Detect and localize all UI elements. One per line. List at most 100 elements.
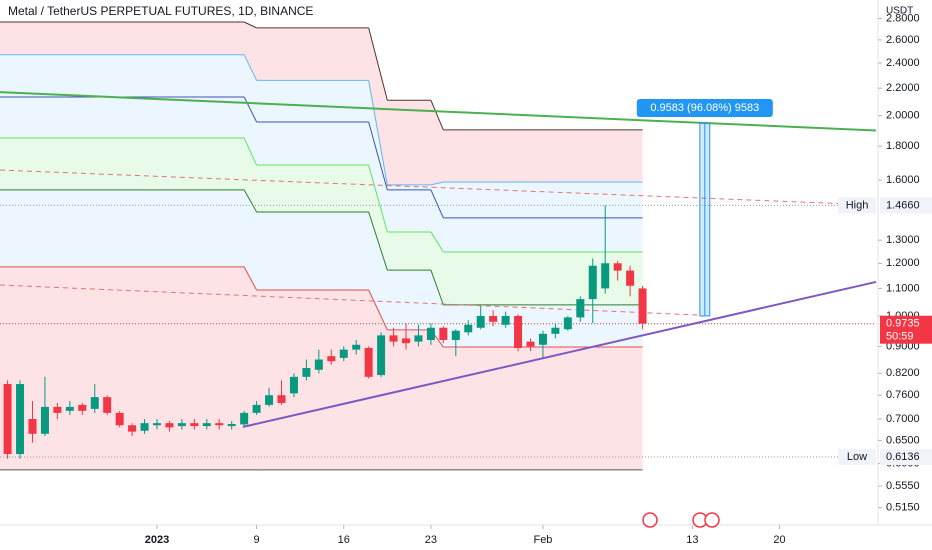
measure-label: 0.9583 (96.08%) 9583 bbox=[650, 102, 759, 114]
trend-line bbox=[0, 169, 877, 206]
plot-area bbox=[0, 21, 877, 471]
y-tick-label: 0.5550 bbox=[886, 480, 920, 492]
candle-body bbox=[90, 397, 99, 409]
candle-body bbox=[402, 338, 411, 344]
candle-body bbox=[289, 376, 298, 394]
candle-body bbox=[165, 423, 174, 428]
candle-body bbox=[227, 423, 236, 427]
band-fill bbox=[0, 189, 643, 348]
candle-body bbox=[128, 425, 137, 432]
band-connector bbox=[368, 121, 388, 191]
y-tick-label: 0.5150 bbox=[886, 502, 920, 514]
candle-body bbox=[377, 335, 386, 376]
x-tick-label: Feb bbox=[533, 534, 552, 546]
candle-body bbox=[314, 359, 323, 370]
y-tick-label: 0.6500 bbox=[886, 434, 920, 446]
candle-body bbox=[389, 335, 398, 342]
candle-body bbox=[40, 406, 49, 434]
candle-body bbox=[78, 404, 87, 411]
candle-body bbox=[16, 384, 25, 455]
band-connector bbox=[430, 100, 444, 131]
y-tick-label: 2.8000 bbox=[886, 12, 920, 24]
candle-body bbox=[215, 423, 224, 426]
x-tick-label: 2023 bbox=[145, 534, 169, 546]
candle-body bbox=[576, 299, 585, 318]
band-fill bbox=[0, 138, 643, 305]
candle-body bbox=[53, 406, 62, 413]
y-tick-label: 2.4000 bbox=[886, 57, 920, 69]
x-tick-label: 23 bbox=[425, 534, 437, 546]
candle-body bbox=[252, 404, 261, 413]
band-fill bbox=[0, 96, 643, 252]
candle-body bbox=[476, 315, 485, 328]
candle-body bbox=[277, 395, 286, 403]
candle-body bbox=[103, 397, 112, 413]
candle-body bbox=[464, 324, 473, 333]
trend-line bbox=[242, 280, 877, 428]
band-connector bbox=[243, 54, 258, 81]
candle-body bbox=[613, 263, 622, 271]
candle-body bbox=[364, 347, 373, 377]
band-connector bbox=[430, 269, 444, 306]
candle-body bbox=[202, 423, 211, 427]
y-tick-label: 1.1000 bbox=[886, 282, 920, 294]
candle-body bbox=[65, 406, 74, 411]
candle-body bbox=[601, 263, 610, 289]
candle-body bbox=[3, 384, 12, 455]
candle-body bbox=[514, 315, 523, 348]
band-connector bbox=[430, 181, 444, 186]
candle-body bbox=[327, 356, 336, 362]
y-tick-label: 1.6000 bbox=[886, 174, 920, 186]
candle-body bbox=[451, 330, 460, 341]
band-connector bbox=[243, 266, 258, 291]
marker-name-bg bbox=[838, 449, 876, 466]
band-connector bbox=[243, 137, 258, 166]
chart-title: Metal / TetherUS PERPETUAL FUTURES, 1D, … bbox=[8, 4, 313, 18]
candle-body bbox=[240, 412, 249, 425]
measure-label-bg bbox=[636, 99, 773, 118]
band-connector bbox=[243, 189, 258, 213]
last-price: 0.9735 bbox=[886, 318, 920, 330]
y-tick-label: 2.0000 bbox=[886, 110, 920, 122]
candle-body bbox=[115, 412, 124, 426]
candle-body bbox=[638, 288, 647, 324]
candle-body bbox=[626, 270, 635, 286]
candle-body bbox=[28, 418, 37, 434]
band-fill bbox=[0, 22, 643, 185]
trend-line bbox=[0, 91, 877, 132]
candle-body bbox=[526, 341, 535, 347]
candle-body bbox=[426, 327, 435, 341]
candle-body bbox=[152, 423, 161, 426]
event-icons bbox=[642, 512, 720, 528]
y-tick-label: 1.2000 bbox=[886, 257, 920, 269]
band-fill bbox=[0, 54, 643, 218]
candle-body bbox=[439, 327, 448, 341]
candle-body bbox=[339, 349, 348, 358]
x-tick-label: 9 bbox=[254, 534, 260, 546]
candle-body bbox=[352, 344, 361, 350]
candle-body bbox=[501, 315, 510, 325]
currency: USDT bbox=[886, 6, 913, 17]
y-tick-label: 2.6000 bbox=[886, 34, 920, 46]
candle-body bbox=[563, 317, 572, 330]
marker-value: 0.6136 bbox=[886, 451, 920, 463]
x-tick-label: 16 bbox=[338, 534, 350, 546]
countdown: 50:59 bbox=[886, 331, 914, 343]
candle-body bbox=[489, 315, 498, 322]
y-tick-label: 2.2000 bbox=[886, 82, 920, 94]
marker-name: High bbox=[846, 199, 869, 211]
candle-body bbox=[190, 423, 199, 427]
marker-name: Low bbox=[847, 451, 867, 463]
candle-body bbox=[302, 368, 311, 377]
last-price-bg bbox=[880, 315, 932, 344]
candle-body bbox=[551, 327, 560, 334]
marker-value-bg bbox=[880, 449, 932, 466]
x-tick-label: 20 bbox=[773, 534, 785, 546]
band-connector bbox=[368, 80, 388, 185]
band-connector bbox=[430, 189, 444, 219]
y-tick-label: 0.7600 bbox=[886, 389, 920, 401]
candle-body bbox=[414, 335, 423, 342]
band-connector bbox=[243, 21, 257, 29]
candle-body bbox=[538, 333, 547, 345]
